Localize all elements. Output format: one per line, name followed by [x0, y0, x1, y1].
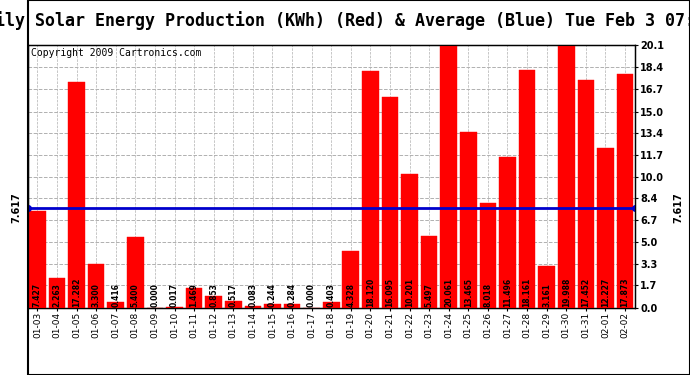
- Text: 7.617: 7.617: [673, 193, 684, 224]
- Text: 13.465: 13.465: [464, 278, 473, 307]
- Bar: [382, 97, 398, 308]
- Bar: [460, 132, 477, 308]
- Text: 16.095: 16.095: [386, 278, 395, 307]
- Text: 7.427: 7.427: [33, 283, 42, 307]
- Text: 18.161: 18.161: [522, 278, 531, 307]
- Bar: [244, 306, 262, 308]
- Text: 3.161: 3.161: [542, 283, 551, 307]
- Bar: [29, 210, 46, 308]
- Text: 7.617: 7.617: [12, 193, 21, 224]
- Bar: [519, 70, 535, 308]
- Bar: [421, 236, 437, 308]
- Bar: [362, 71, 379, 308]
- Text: 0.853: 0.853: [209, 283, 218, 307]
- Bar: [499, 158, 516, 308]
- Text: 0.017: 0.017: [170, 283, 179, 307]
- Bar: [284, 304, 300, 307]
- Bar: [88, 264, 104, 308]
- Text: 18.120: 18.120: [366, 278, 375, 307]
- Bar: [264, 304, 281, 307]
- Text: 20.061: 20.061: [444, 278, 453, 307]
- Text: 0.244: 0.244: [268, 283, 277, 307]
- Bar: [480, 203, 496, 308]
- Bar: [127, 237, 144, 308]
- Text: 5.400: 5.400: [131, 283, 140, 307]
- Text: 12.227: 12.227: [601, 278, 610, 307]
- Text: 0.083: 0.083: [248, 283, 257, 307]
- Text: 17.282: 17.282: [72, 278, 81, 307]
- Bar: [578, 80, 594, 308]
- Bar: [206, 296, 222, 307]
- Bar: [401, 174, 418, 308]
- Bar: [49, 278, 66, 308]
- Text: 0.403: 0.403: [326, 283, 336, 307]
- Text: 4.328: 4.328: [346, 283, 355, 307]
- Bar: [558, 46, 575, 308]
- Text: 2.263: 2.263: [52, 283, 61, 307]
- Text: 10.201: 10.201: [405, 278, 414, 307]
- Bar: [186, 288, 202, 308]
- Text: 19.988: 19.988: [562, 278, 571, 307]
- Bar: [538, 266, 555, 308]
- Text: 1.469: 1.469: [190, 283, 199, 307]
- Text: 3.300: 3.300: [92, 283, 101, 307]
- Bar: [68, 82, 85, 308]
- Text: 0.517: 0.517: [229, 283, 238, 307]
- Bar: [617, 74, 633, 307]
- Text: 8.018: 8.018: [484, 283, 493, 307]
- Text: 0.416: 0.416: [111, 283, 120, 307]
- Bar: [440, 45, 457, 308]
- Text: 17.873: 17.873: [620, 278, 629, 307]
- Bar: [225, 301, 241, 307]
- Text: 0.284: 0.284: [288, 283, 297, 307]
- Bar: [323, 302, 339, 307]
- Text: 5.497: 5.497: [424, 283, 433, 307]
- Text: Daily Solar Energy Production (KWh) (Red) & Average (Blue) Tue Feb 3 07:29: Daily Solar Energy Production (KWh) (Red…: [0, 11, 690, 30]
- Bar: [342, 251, 359, 308]
- Text: 11.496: 11.496: [503, 278, 512, 307]
- Text: 0.000: 0.000: [150, 283, 159, 307]
- Text: 17.452: 17.452: [582, 278, 591, 307]
- Bar: [108, 302, 124, 307]
- Text: 0.000: 0.000: [307, 283, 316, 307]
- Bar: [597, 148, 613, 308]
- Text: Copyright 2009 Cartronics.com: Copyright 2009 Cartronics.com: [30, 48, 201, 58]
